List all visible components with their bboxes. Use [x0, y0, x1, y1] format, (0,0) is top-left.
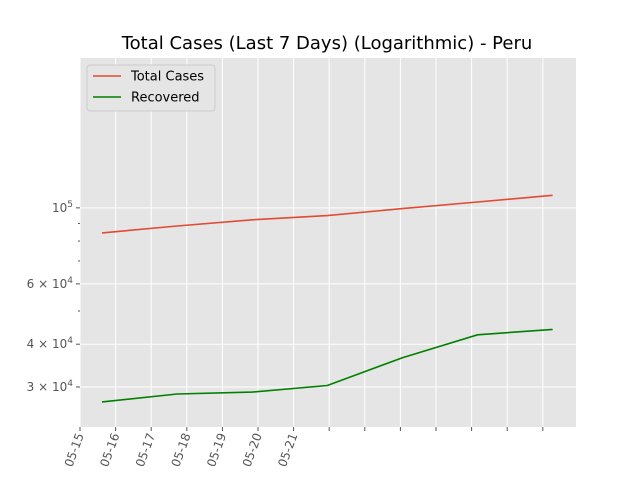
legend-label: Recovered	[131, 91, 200, 106]
x-tick-label: 05-16	[97, 431, 122, 469]
x-tick-label: 05-21	[275, 431, 300, 469]
x-tick-label: 05-19	[204, 431, 229, 469]
x-tick-label: 05-20	[240, 431, 265, 469]
y-axis: 105 6 × 104 4 × 104 3 × 104	[27, 200, 80, 394]
chart-title: Total Cases (Last 7 Days) (Logarithmic) …	[121, 33, 533, 54]
x-tick-label: 05-17	[133, 431, 158, 469]
series-lines	[101, 194, 553, 403]
y-tick-label: 4 × 104	[27, 336, 74, 351]
y-tick-label: 105	[52, 200, 73, 215]
x-tick-label: 05-18	[169, 431, 194, 469]
y-tick-label: 6 × 104	[27, 276, 74, 291]
legend-label: Total Cases	[130, 70, 204, 85]
grid	[79, 58, 576, 427]
y-tick-label: 3 × 104	[27, 379, 74, 394]
series-line	[101, 194, 553, 234]
x-axis: 05-15 05-16 05-17 05-18 05-19 05-20 05-21	[62, 427, 544, 469]
plot-area	[80, 58, 576, 427]
series-line	[101, 328, 553, 403]
x-tick-label: 05-15	[62, 431, 87, 469]
legend: Total Cases Recovered	[86, 64, 216, 112]
